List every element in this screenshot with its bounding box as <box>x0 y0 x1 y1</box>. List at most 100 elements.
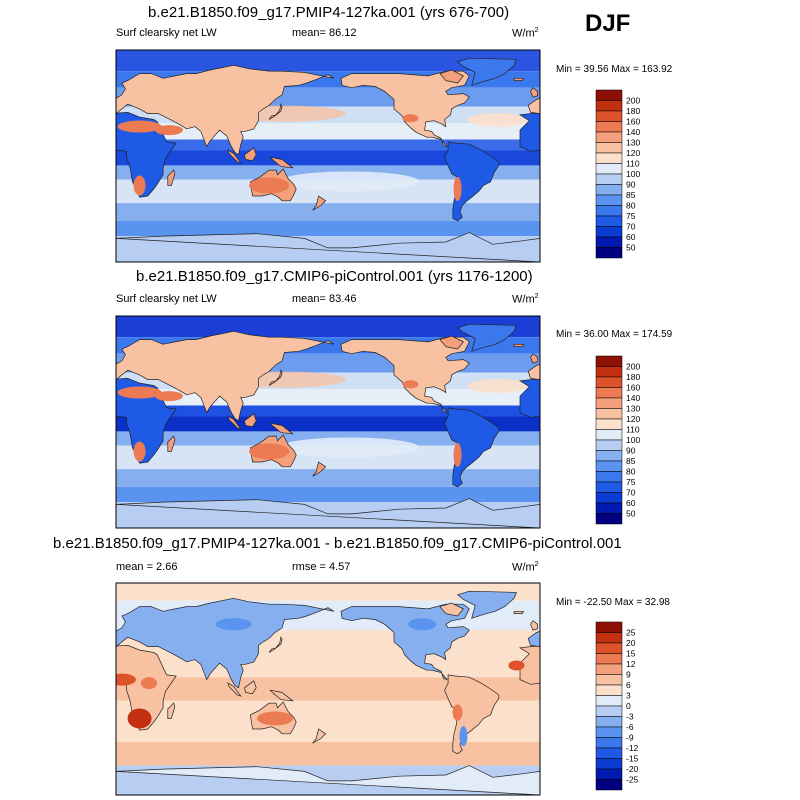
colorbar-swatch <box>595 355 623 367</box>
colorbar-tick-label: 15 <box>626 649 636 659</box>
continent-antarctica <box>116 503 117 528</box>
field-band <box>116 583 540 601</box>
colorbar-swatch <box>595 142 623 154</box>
colorbar-tick-label: -20 <box>626 764 639 774</box>
colorbar-tick-label: 50 <box>626 509 636 519</box>
continent-borneo <box>668 148 680 161</box>
colorbar-swatch <box>595 726 623 738</box>
continent-eurasia <box>527 630 540 647</box>
field-hotspot <box>249 443 290 460</box>
colorbar-swatch <box>595 747 623 759</box>
colorbar-swatch <box>595 121 623 133</box>
field-anomaly <box>257 711 293 726</box>
continent-borneo <box>244 680 257 695</box>
field-band <box>116 150 540 166</box>
continent-southAmerica <box>21 408 75 487</box>
map-frame <box>115 582 541 796</box>
colorbar-tick-label: 110 <box>626 425 640 435</box>
field-hotspot <box>133 175 146 196</box>
continent-greenland <box>456 590 517 619</box>
continent-japan <box>693 370 706 385</box>
field-band <box>116 50 540 72</box>
continent-iceland <box>90 611 99 613</box>
colorbar-swatch <box>595 716 623 728</box>
continent-antarctica <box>539 238 540 239</box>
field-anomaly <box>408 618 437 631</box>
continent-northAmerica <box>0 604 45 679</box>
continent-newGuinea <box>269 422 294 435</box>
continent-sumatra <box>227 149 242 164</box>
continent-northAmerica <box>0 71 45 146</box>
continent-baffin <box>16 336 40 349</box>
continent-madagascar <box>167 702 176 719</box>
field-anomaly <box>452 704 463 721</box>
continent-antarctica <box>539 771 540 772</box>
field-patch <box>279 437 420 458</box>
continent-nz <box>737 196 750 210</box>
colorbar-swatch <box>595 387 623 399</box>
colorbar-tick-label: 200 <box>626 362 640 372</box>
field-patch <box>279 171 420 192</box>
colorbar-swatch <box>595 89 623 101</box>
continent-iceland <box>90 78 99 80</box>
field-hotspot <box>453 442 462 467</box>
continent-uk <box>530 353 538 364</box>
colorbar-swatch <box>595 236 623 248</box>
continent-northAmerica <box>340 336 470 414</box>
colorbar-swatch <box>595 450 623 462</box>
continent-sumatra <box>227 415 242 430</box>
field-hotspot <box>117 386 162 399</box>
field-hotspot <box>402 380 419 389</box>
continent-northAmerica <box>765 71 800 146</box>
field-anomaly <box>508 660 525 671</box>
continent-nz <box>312 461 327 477</box>
field-patch <box>467 112 528 127</box>
continent-sumatra <box>652 416 665 429</box>
continent-nz <box>312 195 327 211</box>
colorbar-tick-label: 70 <box>626 488 636 498</box>
field-band <box>116 469 540 487</box>
continent-iceland <box>513 610 525 614</box>
continent-japan <box>693 637 706 652</box>
colorbar-tick-label: 100 <box>626 169 640 179</box>
colorbar-tick-label: 180 <box>626 372 640 382</box>
continent-newGuinea <box>269 156 294 169</box>
continent-japan <box>268 369 283 386</box>
colorbar-tick-label: 70 <box>626 222 636 232</box>
continent-uk <box>107 354 114 363</box>
field-hotspot <box>155 125 183 136</box>
colorbar-tick-label: 85 <box>626 456 636 466</box>
continent-borneo <box>244 147 257 162</box>
continent-northAmerica <box>340 70 470 148</box>
colorbar-swatch <box>595 418 623 430</box>
continent-antarctica <box>116 770 117 795</box>
continent-borneo <box>668 414 680 427</box>
continent-nz <box>737 729 750 743</box>
map-field-2 <box>16 316 706 528</box>
field-band <box>116 316 540 338</box>
panel1-mean: mean= 86.12 <box>292 27 357 39</box>
map-panel-2 <box>16 315 706 529</box>
field-hotspot <box>402 114 419 123</box>
continent-antarctica <box>116 232 540 262</box>
colorbar-tick-label: 9 <box>626 670 631 680</box>
continent-southAmerica <box>444 407 500 488</box>
colorbar-tick-label: 110 <box>626 159 640 169</box>
continent-southAmerica <box>21 675 75 754</box>
continent-baffin <box>439 69 464 84</box>
colorbar-swatch <box>595 674 623 686</box>
field-band <box>116 486 540 503</box>
colorbar-swatch <box>595 194 623 206</box>
colorbar-swatch <box>595 163 623 175</box>
field-anomaly <box>459 726 468 747</box>
colorbar-swatch <box>595 737 623 749</box>
panel1-title: b.e21.B1850.f09_g17.PMIP4-127ka.001 (yrs… <box>148 4 510 21</box>
colorbar-swatch <box>595 429 623 441</box>
season-label: DJF <box>585 10 631 37</box>
colorbar-swatch <box>595 695 623 707</box>
continent-madagascar <box>167 435 176 452</box>
colorbar-tick-label: 160 <box>626 117 640 127</box>
continent-madagascar <box>167 169 176 186</box>
